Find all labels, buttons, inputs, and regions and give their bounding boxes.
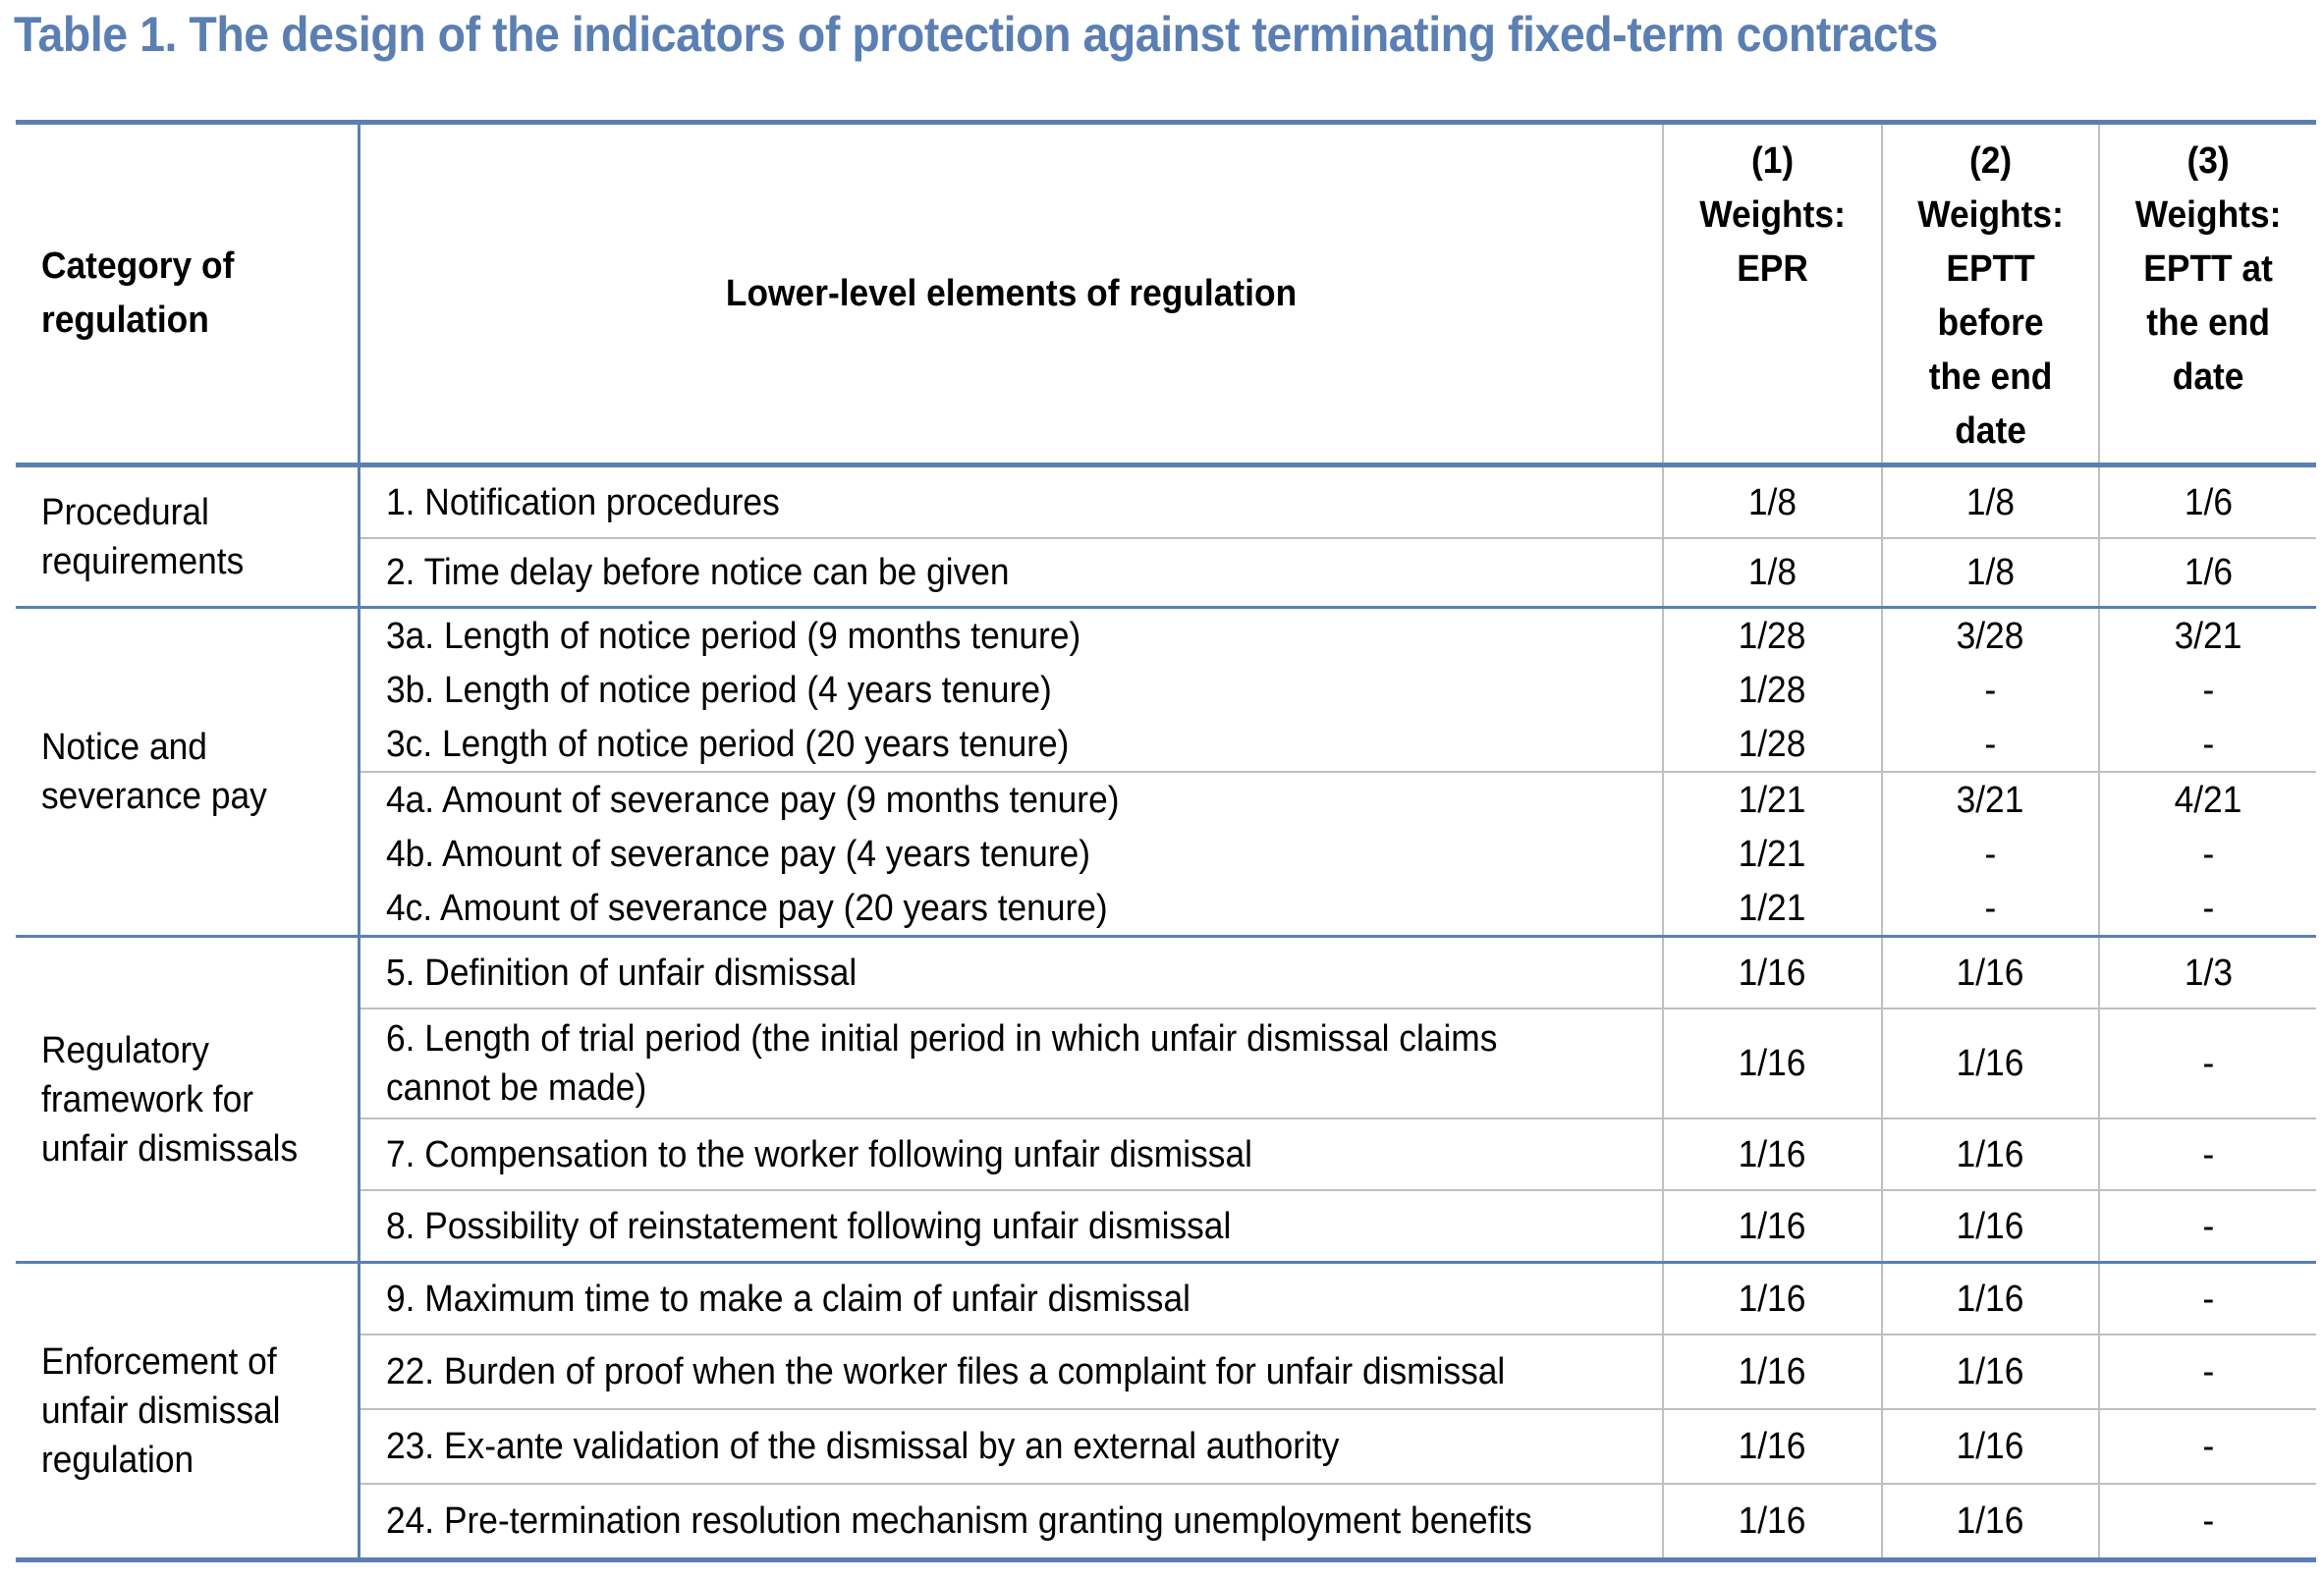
table-row: 7. Compensation to the worker following … bbox=[16, 1118, 2316, 1191]
indicator-design-table: Category of regulation Lower-level eleme… bbox=[16, 120, 2316, 1562]
weight-eptt-before-cell: 1/16 bbox=[1881, 1409, 2100, 1485]
weight-eptt-end-cell: - bbox=[2098, 1409, 2316, 1485]
element-cell: 1. Notification procedures bbox=[359, 464, 1664, 539]
category-regulatory-framework: Regulatory framework for unfair dismissa… bbox=[16, 936, 361, 1264]
table-row: 4b. Amount of severance pay (4 years ten… bbox=[16, 827, 2316, 881]
weight-eptt-before-cell: - bbox=[1881, 717, 2100, 773]
weight-eptt-before-cell: 3/28 bbox=[1881, 607, 2100, 663]
weight-eptt-end-cell: - bbox=[2098, 717, 2316, 773]
table-title: Table 1. The design of the indicators of… bbox=[14, 7, 1938, 62]
header-elements: Lower-level elements of regulation bbox=[359, 120, 1664, 467]
element-cell: 8. Possibility of reinstatement followin… bbox=[359, 1190, 1664, 1264]
weight-epr-cell: 1/28 bbox=[1662, 663, 1883, 717]
weight-eptt-before-cell: 1/8 bbox=[1881, 464, 2100, 539]
weight-eptt-end-cell: 3/21 bbox=[2174, 615, 2242, 657]
weight-eptt-before-cell: - bbox=[1881, 881, 2100, 938]
weight-eptt-end-cell: - bbox=[2098, 881, 2316, 938]
weight-eptt-end-cell: - bbox=[2098, 1190, 2316, 1264]
weight-eptt-before-cell: 1/16 bbox=[1881, 1335, 2100, 1410]
element-cell: 24. Pre-termination resolution mechanism… bbox=[359, 1484, 1664, 1562]
element-cell: 6. Length of trial period (the initial p… bbox=[359, 1009, 1664, 1119]
weight-eptt-end-cell: - bbox=[2202, 833, 2214, 875]
weight-eptt-before-cell: 1/16 bbox=[1881, 1484, 2100, 1562]
weight-eptt-end-cell: - bbox=[2098, 1009, 2316, 1119]
weight-eptt-before-cell: 3/21 bbox=[1881, 772, 2100, 827]
table-row: Procedural requirements 1. Notification … bbox=[16, 464, 2316, 609]
weight-epr-cell: 1/28 bbox=[1662, 607, 1883, 663]
weight-eptt-before-cell: 1/16 bbox=[1881, 1262, 2100, 1336]
table-row: 3c. Length of notice period (20 years te… bbox=[16, 717, 2316, 773]
weight-eptt-before-cell: 1/16 bbox=[1881, 1009, 2100, 1119]
table-row: Regulatory framework for unfair dismissa… bbox=[16, 936, 2316, 1264]
table: Category of regulation Lower-level eleme… bbox=[16, 120, 2316, 1562]
element-cell: 5. Definition of unfair dismissal bbox=[359, 936, 1664, 1009]
weight-eptt-end-cell: - bbox=[2202, 669, 2214, 711]
header-weights-eptt-before: (2) Weights: EPTT before the end date bbox=[1881, 120, 2100, 467]
table-row: 2. Time delay before notice can be given… bbox=[16, 538, 2316, 609]
weight-eptt-before-cell: 1/8 bbox=[1881, 538, 2100, 609]
weight-epr-cell: 1/16 bbox=[1662, 1262, 1883, 1336]
table-row: 4c. Amount of severance pay (20 years te… bbox=[16, 881, 2316, 938]
weight-eptt-before-cell: 1/16 bbox=[1881, 936, 2100, 1009]
table-row: 3b. Length of notice period (4 years ten… bbox=[16, 663, 2316, 717]
weight-eptt-before-cell: - bbox=[1881, 827, 2100, 881]
element-cell: 3a. Length of notice period (9 months te… bbox=[359, 607, 1664, 663]
table-row: 23. Ex-ante validation of the dismissal … bbox=[16, 1409, 2316, 1485]
weight-epr-cell: 1/8 bbox=[1662, 464, 1883, 539]
element-cell: 23. Ex-ante validation of the dismissal … bbox=[359, 1409, 1664, 1485]
header-weights-epr: (1) Weights: EPR bbox=[1662, 120, 1883, 467]
weight-eptt-end-cell: 1/6 bbox=[2098, 464, 2316, 539]
weight-eptt-end-cell: - bbox=[2098, 1335, 2316, 1410]
weight-epr-cell: 1/21 bbox=[1662, 772, 1883, 827]
weight-eptt-before-cell: - bbox=[1881, 663, 2100, 717]
category-procedural: Procedural requirements bbox=[16, 464, 361, 609]
weight-epr-cell: 1/16 bbox=[1662, 1009, 1883, 1119]
weight-eptt-end-cell: 1/3 bbox=[2098, 936, 2316, 1009]
header-row: Category of regulation Lower-level eleme… bbox=[16, 120, 2316, 467]
element-cell: 4c. Amount of severance pay (20 years te… bbox=[359, 881, 1664, 938]
weight-eptt-end-cell: 1/6 bbox=[2098, 538, 2316, 609]
element-cell: 22. Burden of proof when the worker file… bbox=[359, 1335, 1664, 1410]
weight-eptt-before-cell: 1/16 bbox=[1881, 1190, 2100, 1264]
weight-epr-cell: 1/16 bbox=[1662, 1118, 1883, 1191]
header-category: Category of regulation bbox=[16, 120, 361, 467]
weight-eptt-before-cell: 1/16 bbox=[1881, 1118, 2100, 1191]
category-notice-severance: Notice and severance pay bbox=[16, 607, 361, 938]
weight-epr-cell: 1/16 bbox=[1662, 1409, 1883, 1485]
weight-eptt-end-cell: 4/21 bbox=[2174, 779, 2242, 821]
weight-epr-cell: 1/16 bbox=[1662, 936, 1883, 1009]
weight-epr-cell: 1/8 bbox=[1662, 538, 1883, 609]
table-row: 22. Burden of proof when the worker file… bbox=[16, 1335, 2316, 1410]
category-enforcement: Enforcement of unfair dismissal regulati… bbox=[16, 1262, 361, 1562]
weight-epr-cell: 1/28 bbox=[1662, 717, 1883, 773]
weight-epr-cell: 1/16 bbox=[1662, 1190, 1883, 1264]
element-cell: 9. Maximum time to make a claim of unfai… bbox=[359, 1262, 1664, 1336]
table-row: 4a. Amount of severance pay (9 months te… bbox=[16, 772, 2316, 827]
weight-eptt-end-cell: - bbox=[2098, 1262, 2316, 1336]
table-row: Enforcement of unfair dismissal regulati… bbox=[16, 1262, 2316, 1562]
element-cell: 2. Time delay before notice can be given bbox=[359, 538, 1664, 609]
element-cell: 3c. Length of notice period (20 years te… bbox=[359, 717, 1664, 773]
table-row: 6. Length of trial period (the initial p… bbox=[16, 1009, 2316, 1119]
element-cell: 4b. Amount of severance pay (4 years ten… bbox=[359, 827, 1664, 881]
element-cell: 7. Compensation to the worker following … bbox=[359, 1118, 1664, 1191]
element-cell: 3b. Length of notice period (4 years ten… bbox=[359, 663, 1664, 717]
table-row: 8. Possibility of reinstatement followin… bbox=[16, 1190, 2316, 1264]
weight-eptt-end-cell: - bbox=[2098, 1118, 2316, 1191]
weight-epr-cell: 1/16 bbox=[1662, 1484, 1883, 1562]
weight-epr-cell: 1/21 bbox=[1662, 827, 1883, 881]
table-row: 24. Pre-termination resolution mechanism… bbox=[16, 1484, 2316, 1562]
header-weights-eptt-end: (3) Weights: EPTT at the end date bbox=[2098, 120, 2316, 467]
table-row: Notice and severance pay 3a. Length of n… bbox=[16, 607, 2316, 938]
weight-eptt-end-cell: - bbox=[2098, 1484, 2316, 1562]
weight-epr-cell: 1/21 bbox=[1662, 881, 1883, 938]
element-cell: 4a. Amount of severance pay (9 months te… bbox=[359, 772, 1664, 827]
weight-epr-cell: 1/16 bbox=[1662, 1335, 1883, 1410]
